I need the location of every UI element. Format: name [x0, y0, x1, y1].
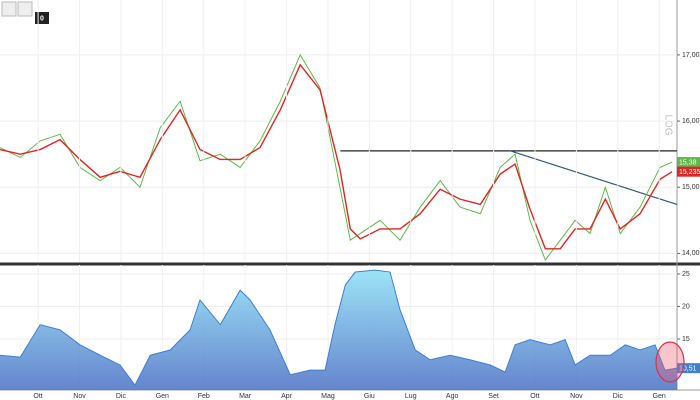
x-tick-label: Mar [239, 393, 252, 400]
x-tick-label: Ago [446, 393, 459, 400]
last-value-label: 10,51 [679, 366, 697, 373]
last-value-box [677, 166, 700, 177]
x-tick-label: Nov [570, 393, 583, 400]
y-tick-label: 15,00 [682, 184, 700, 191]
last-value-label: 15,38 [679, 159, 697, 166]
x-tick-label: Lug [405, 393, 417, 400]
x-tick-label: Dic [613, 393, 624, 400]
x-tick-label: Apr [281, 393, 293, 400]
x-tick-label: Giu [364, 393, 375, 400]
badge-label: 0 [40, 15, 44, 22]
x-tick-label: Gen [156, 393, 169, 400]
area-line [0, 269, 678, 387]
x-tick-label: Nov [73, 393, 86, 400]
y-tick-label: 16,00 [682, 118, 700, 125]
last-value-box [677, 157, 700, 168]
x-tick-label: Ott [530, 393, 539, 400]
x-tick-label: Gen [653, 393, 666, 400]
tool-button[interactable] [1, 1, 17, 17]
y-tick-label: 15 [682, 336, 690, 343]
y-tick-label: 17,00 [682, 52, 700, 59]
last-value-label: 15,235 [679, 169, 700, 176]
tool-button[interactable] [17, 1, 33, 17]
area-fill [0, 270, 677, 390]
scale-label: LOG [662, 114, 673, 135]
x-tick-label: Mag [321, 393, 335, 400]
last-value-box [677, 363, 700, 374]
x-tick-label: Feb [198, 393, 210, 400]
y-tick-label: 25 [682, 271, 690, 278]
y-tick-label: 14,00 [682, 250, 700, 257]
y-tick-label: 20 [682, 303, 690, 310]
x-tick-label: Dic [116, 393, 127, 400]
trend-line [509, 150, 678, 206]
price-line [0, 63, 673, 250]
x-tick-label: Set [488, 393, 499, 400]
highlight-circle [655, 341, 685, 383]
price-line [0, 53, 673, 262]
x-tick-label: Ott [33, 393, 42, 400]
